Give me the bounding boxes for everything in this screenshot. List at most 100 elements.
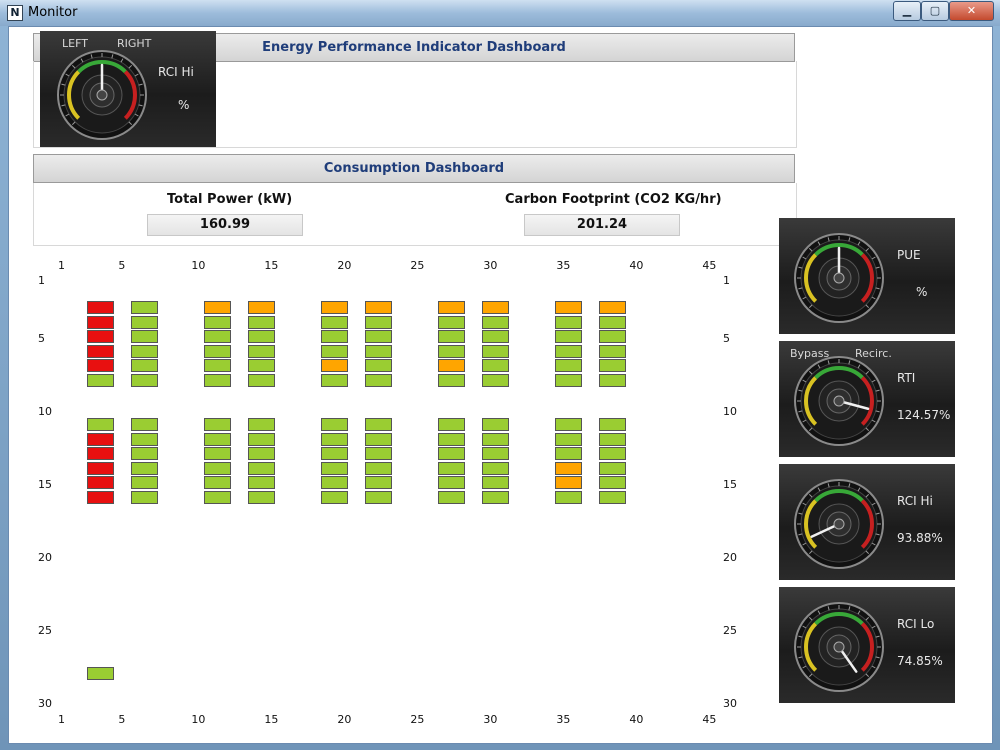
rack-cell[interactable]	[438, 315, 466, 329]
rack-cell[interactable]	[87, 461, 114, 475]
rack-cell[interactable]	[482, 301, 509, 314]
rack-cell[interactable]	[204, 418, 232, 431]
rack-cell[interactable]	[555, 447, 583, 461]
rack-cell[interactable]	[482, 461, 509, 475]
rack-cell[interactable]	[599, 315, 627, 329]
rack-cell[interactable]	[204, 330, 232, 344]
rack-cell[interactable]	[482, 447, 509, 461]
rack-cell[interactable]	[130, 344, 158, 358]
rack-cell[interactable]	[599, 418, 627, 431]
rack-cell[interactable]	[482, 491, 509, 504]
rack-cell[interactable]	[599, 461, 627, 475]
rack-cell[interactable]	[599, 330, 627, 344]
rack-cell[interactable]	[364, 476, 392, 490]
title-bar[interactable]: N Monitor ▁ ▢ ✕	[0, 0, 1000, 26]
rack-cell[interactable]	[438, 476, 466, 490]
rack-cell[interactable]	[555, 330, 583, 344]
rack-cell[interactable]	[130, 359, 158, 373]
rack-cell[interactable]	[130, 491, 158, 504]
rack-cell[interactable]	[555, 315, 583, 329]
rack-cell[interactable]	[130, 476, 158, 490]
rack-cell[interactable]	[482, 359, 509, 373]
rack-cell[interactable]	[204, 432, 232, 446]
rack-cell[interactable]	[364, 330, 392, 344]
rack-cell[interactable]	[364, 461, 392, 475]
rack-cell[interactable]	[599, 359, 627, 373]
rack-cell[interactable]	[364, 374, 392, 387]
rack-cell[interactable]	[247, 315, 275, 329]
rack-cell[interactable]	[321, 418, 349, 431]
rack-cell[interactable]	[247, 447, 275, 461]
rack-cell[interactable]	[364, 359, 392, 373]
rack-cell[interactable]	[482, 418, 509, 431]
rack-cell[interactable]	[247, 432, 275, 446]
rack-cell[interactable]	[599, 476, 627, 490]
rack-cell[interactable]	[321, 344, 349, 358]
rack-cell[interactable]	[555, 301, 583, 314]
rack-cell[interactable]	[364, 491, 392, 504]
rack-cell[interactable]	[247, 418, 275, 431]
rack-cell[interactable]	[364, 418, 392, 431]
rack-cell[interactable]	[482, 315, 509, 329]
rack-cell[interactable]	[438, 330, 466, 344]
rack-cell[interactable]	[321, 461, 349, 475]
rack-cell[interactable]	[204, 315, 232, 329]
rack-cell[interactable]	[438, 447, 466, 461]
rack-cell[interactable]	[438, 344, 466, 358]
rack-cell[interactable]	[364, 447, 392, 461]
rack-cell[interactable]	[247, 301, 275, 314]
rack-cell[interactable]	[130, 418, 158, 431]
rack-cell[interactable]	[555, 344, 583, 358]
rack-cell[interactable]	[555, 359, 583, 373]
rack-cell[interactable]	[204, 461, 232, 475]
rack-cell[interactable]	[247, 461, 275, 475]
rack-cell[interactable]	[321, 432, 349, 446]
rack-cell[interactable]	[87, 491, 114, 504]
rack-cell[interactable]	[364, 315, 392, 329]
rack-cell[interactable]	[438, 418, 466, 431]
rack-cell[interactable]	[87, 359, 114, 373]
minimize-button[interactable]: ▁	[893, 1, 921, 21]
rack-cell[interactable]	[555, 374, 583, 387]
rack-cell[interactable]	[130, 432, 158, 446]
rack-cell[interactable]	[321, 374, 349, 387]
rack-cell[interactable]	[204, 359, 232, 373]
rack-cell[interactable]	[482, 476, 509, 490]
rack-cell[interactable]	[247, 476, 275, 490]
rack-cell[interactable]	[599, 344, 627, 358]
rack-cell[interactable]	[364, 432, 392, 446]
rack-cell[interactable]	[321, 330, 349, 344]
rack-cell[interactable]	[87, 447, 114, 461]
rack-cell[interactable]	[438, 374, 466, 387]
rack-cell[interactable]	[599, 301, 627, 314]
rack-cell[interactable]	[204, 301, 232, 314]
rack-cell[interactable]	[555, 461, 583, 475]
rack-cell[interactable]	[599, 447, 627, 461]
rack-cell[interactable]	[555, 476, 583, 490]
rack-cell[interactable]	[321, 301, 349, 314]
rack-cell[interactable]	[482, 374, 509, 387]
rack-cell[interactable]	[247, 330, 275, 344]
rack-cell[interactable]	[87, 667, 114, 680]
rack-cell[interactable]	[364, 301, 392, 314]
rack-cell[interactable]	[438, 491, 466, 504]
rack-cell[interactable]	[321, 315, 349, 329]
rack-cell[interactable]	[87, 344, 114, 358]
rack-cell[interactable]	[204, 344, 232, 358]
rack-cell[interactable]	[599, 491, 627, 504]
rack-cell[interactable]	[87, 301, 114, 314]
rack-cell[interactable]	[321, 447, 349, 461]
rack-cell[interactable]	[321, 476, 349, 490]
rack-cell[interactable]	[204, 447, 232, 461]
rack-cell[interactable]	[130, 315, 158, 329]
rack-cell[interactable]	[321, 359, 349, 373]
rack-cell[interactable]	[130, 461, 158, 475]
rack-cell[interactable]	[247, 344, 275, 358]
rack-cell[interactable]	[438, 461, 466, 475]
rack-cell[interactable]	[130, 374, 158, 387]
rack-cell[interactable]	[555, 491, 583, 504]
rack-cell[interactable]	[482, 432, 509, 446]
rack-cell[interactable]	[482, 344, 509, 358]
rack-cell[interactable]	[438, 359, 466, 373]
rack-cell[interactable]	[364, 344, 392, 358]
